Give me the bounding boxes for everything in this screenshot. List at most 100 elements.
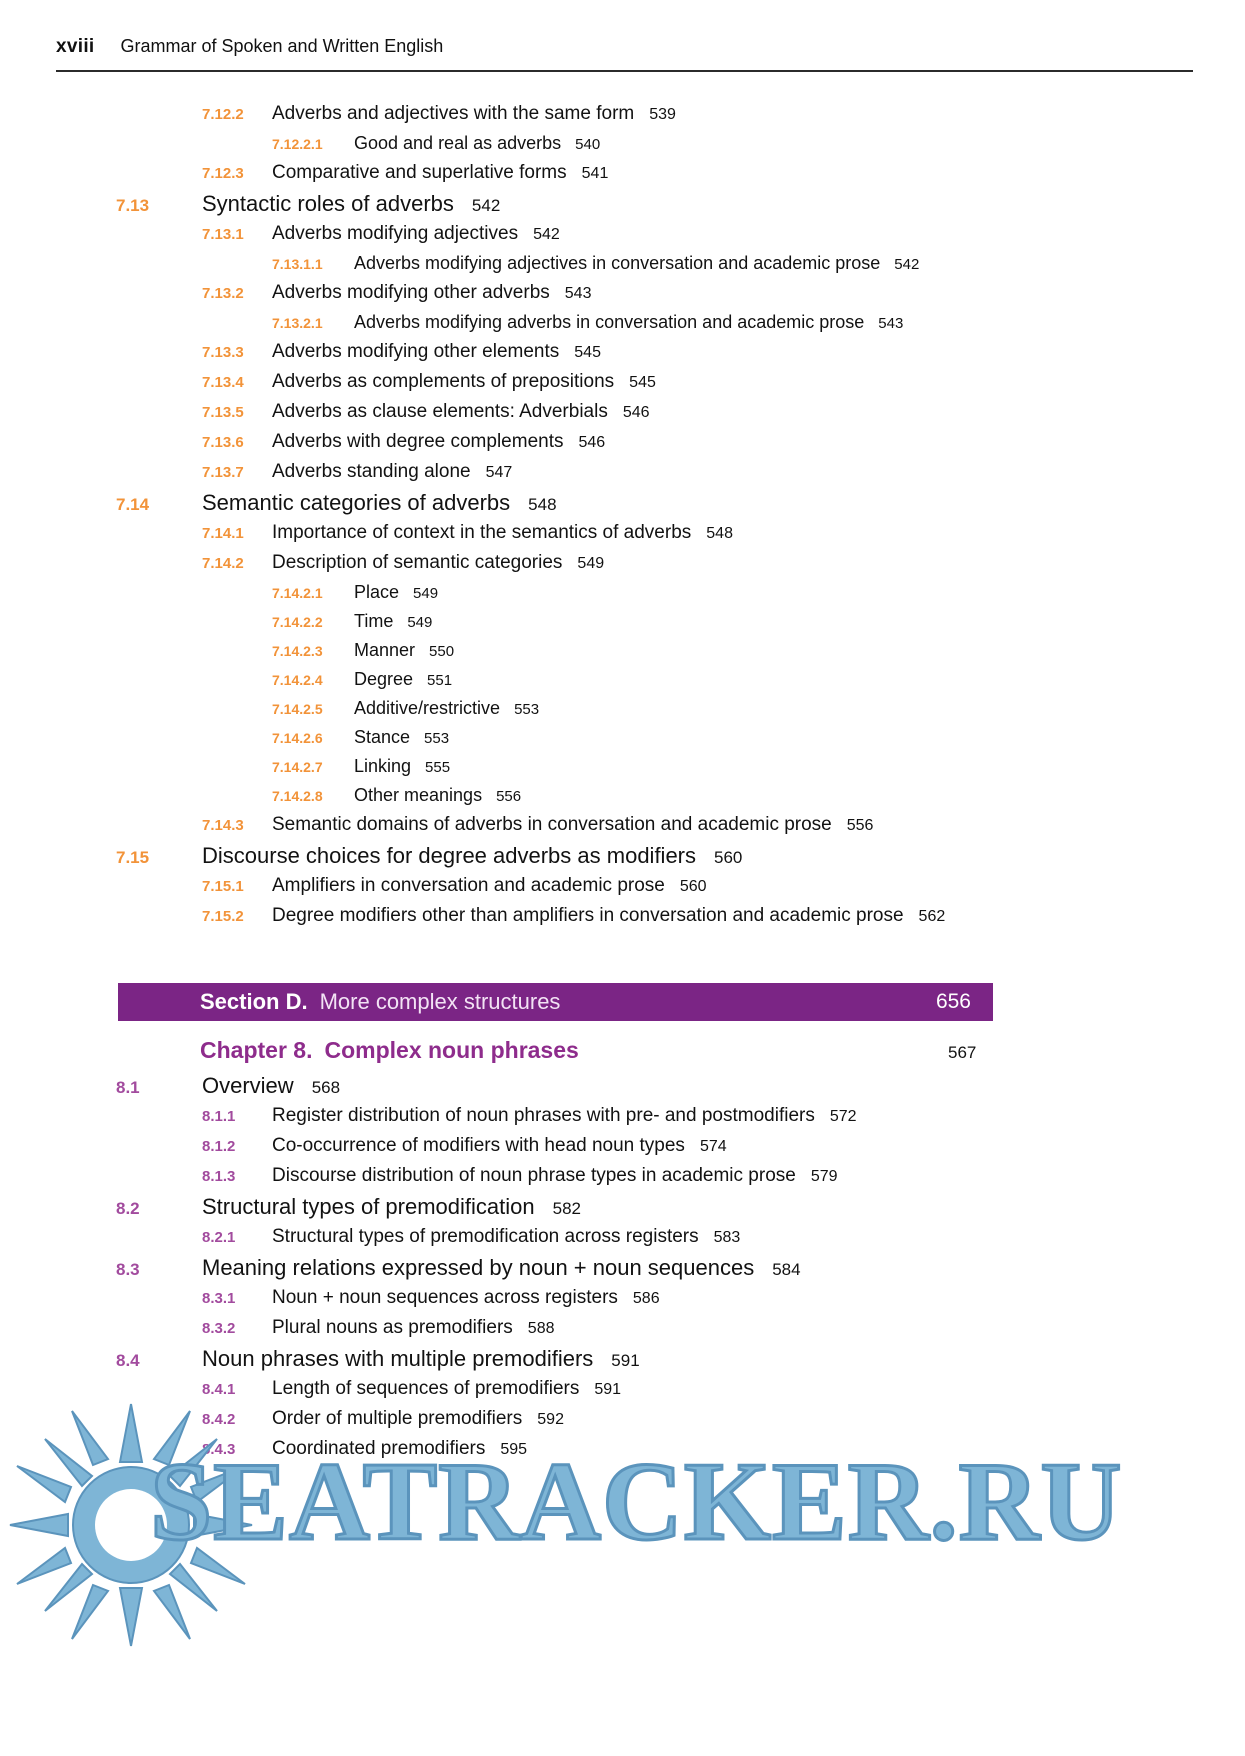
toc-entry-page: 541 [581,165,609,182]
toc-entry[interactable]: 7.12.2.1 Good and real as adverbs 540 [0,134,1245,163]
section-page-number: 656 [935,990,971,1013]
toc-entry-number: 7.14.2.4 [272,672,323,688]
toc-entry-number: 8.2 [116,1199,140,1218]
toc-entry-title: Coordinated premodifiers [272,1438,486,1459]
toc-entry-page: 543 [878,315,904,332]
toc-entry[interactable]: 7.13.2.1 Adverbs modifying adverbs in con… [0,313,1245,342]
toc-entry-page: 562 [918,908,946,925]
toc-entry-title: Discourse choices for degree adverbs as … [202,843,697,868]
toc-entry[interactable]: 7.14.2.3 Manner 550 [0,641,1245,670]
toc-entry[interactable]: 7.12.3 Comparative and superlative forms 5… [0,163,1245,193]
toc-entry[interactable]: 8.3 Meaning relations expressed by noun +… [0,1257,1245,1288]
header-divider [56,70,1193,72]
toc-entry-page: 574 [699,1138,727,1155]
toc-entry-number: 7.14.2.1 [272,585,323,601]
toc-entry[interactable]: 8.1.2 Co-occurrence of modifiers with hea… [0,1136,1245,1166]
toc-entry-number: 8.1.2 [202,1138,236,1155]
toc-entry-page: 549 [413,585,439,602]
toc-entry-number: 8.1.3 [202,1168,236,1185]
toc-entry-title: Length of sequences of premodifiers [272,1378,580,1399]
toc-entry-page: 553 [424,730,450,747]
toc-entry-number: 7.14.1 [202,525,244,542]
toc-entry-page: 588 [527,1320,555,1337]
toc-entry[interactable]: 7.14.2.5 Additive/restrictive 553 [0,699,1245,728]
toc-entry[interactable]: 8.3.1 Noun + noun sequences across regist… [0,1288,1245,1318]
toc-entry-page: 591 [594,1381,622,1398]
toc-entry[interactable]: 7.13.1.1 Adverbs modifying adjectives in … [0,254,1245,283]
section-label: Section D. [200,989,308,1014]
toc-entry[interactable]: 8.1.3 Discourse distribution of noun phra… [0,1166,1245,1196]
toc-entry[interactable]: 8.3.2 Plural nouns as premodifiers 588 [0,1318,1245,1348]
toc-entry-number: 7.13.7 [202,464,244,481]
toc-entry[interactable]: 7.13.2 Adverbs modifying other adverbs 543 [0,283,1245,313]
toc-entry-number: 8.3.1 [202,1290,236,1307]
toc-entry-page: 547 [485,464,513,481]
toc-entry[interactable]: 7.14.2.2 Time 549 [0,612,1245,641]
toc-entry-title: Importance of context in the semantics o… [272,522,692,543]
toc-entry-title: Semantic domains of adverbs in conversat… [272,814,832,835]
toc-entry[interactable]: 8.1 Overview 568 [0,1075,1245,1106]
chapter-8-heading[interactable]: Chapter 8. Complex noun phrases [200,1037,1000,1064]
toc-entry[interactable]: 7.12.2 Adverbs and adjectives with the sa… [0,104,1245,134]
section-d-banner[interactable]: Section D. More complex structures 656 [118,983,993,1021]
toc-entry[interactable]: 8.2.1 Structural types of premodification… [0,1227,1245,1257]
toc-entry[interactable]: 8.4.3 Coordinated premodifiers 595 [0,1439,1245,1469]
toc-entry-page: 586 [632,1290,660,1307]
toc-entry-number: 7.15.2 [202,908,244,925]
chapter-page-number: 567 [948,1043,977,1062]
toc-entry-title: Degree [354,669,414,689]
toc-entry[interactable]: 8.4.1 Length of sequences of premodifiers… [0,1379,1245,1409]
toc-entry-number: 7.13.3 [202,344,244,361]
toc-entry[interactable]: 7.13.7 Adverbs standing alone 547 [0,462,1245,492]
toc-entry-title: Structural types of premodification [202,1194,535,1219]
toc-entry[interactable]: 7.14 Semantic categories of adverbs 548 [0,492,1245,523]
toc-entry[interactable]: 7.13 Syntactic roles of adverbs 542 [0,193,1245,224]
chapter-label: Chapter 8. [200,1037,313,1063]
toc-entry-title: Adverbs modifying adverbs in conversatio… [354,312,865,332]
toc-entry-title: Adverbs standing alone [272,461,471,482]
toc-entry-number: 7.13.2 [202,285,244,302]
toc-entry-page: 584 [772,1260,801,1279]
toc-entry-number: 7.15.1 [202,878,244,895]
toc-entry[interactable]: 7.14.2.7 Linking 555 [0,757,1245,786]
toc-entry[interactable]: 7.14.2.1 Place 549 [0,583,1245,612]
toc-entry[interactable]: 8.2 Structural types of premodification 58… [0,1196,1245,1227]
toc-entry-number: 7.14.2.6 [272,730,323,746]
toc-entry[interactable]: 7.13.6 Adverbs with degree complements 546 [0,432,1245,462]
toc-entry-title: Additive/restrictive [354,698,501,718]
toc-entry[interactable]: 7.13.1 Adverbs modifying adjectives 542 [0,224,1245,254]
toc-entry-page: 545 [629,374,656,391]
toc-entry-number: 7.14.2.2 [272,614,323,630]
toc-entry-number: 8.1.1 [202,1108,236,1125]
toc-entry-number: 7.12.2 [202,106,244,123]
toc-entry-page: 555 [425,759,451,776]
toc-entry[interactable]: 7.14.2.8 Other meanings 556 [0,786,1245,815]
toc-entry[interactable]: 7.14.2 Description of semantic categories… [0,553,1245,583]
toc-entry[interactable]: 7.13.4 Adverbs as complements of preposit… [0,372,1245,402]
toc-entry-page: 568 [311,1078,341,1097]
toc-entry[interactable]: 8.4.2 Order of multiple premodifiers 592 [0,1409,1245,1439]
toc-entry-title: Linking [354,756,412,776]
toc-entry[interactable]: 8.4 Noun phrases with multiple premodifie… [0,1348,1245,1379]
toc-entry-number: 7.14.2.7 [272,759,323,775]
toc-entry[interactable]: 7.13.3 Adverbs modifying other elements 54… [0,342,1245,372]
toc-entry-number: 8.4 [116,1351,140,1370]
toc-entry-number: 7.14.2.8 [272,788,323,804]
toc-entry[interactable]: 7.15.2 Degree modifiers other than amplif… [0,906,1245,936]
toc-entry[interactable]: 7.15 Discourse choices for degree adverbs… [0,845,1245,876]
toc-entry-page: 546 [622,404,650,421]
toc-entry[interactable]: 8.1.1 Register distribution of noun phras… [0,1106,1245,1136]
toc-entry-number: 7.13 [116,196,150,215]
toc-entry[interactable]: 7.14.2.4 Degree 551 [0,670,1245,699]
toc-entry[interactable]: 7.14.1 Importance of context in the seman… [0,523,1245,553]
toc-entry-page: 556 [846,817,874,834]
toc-entry[interactable]: 7.15.1 Amplifiers in conversation and aca… [0,876,1245,906]
toc-entry-number: 7.13.5 [202,404,244,421]
toc-entry[interactable]: 7.14.3 Semantic domains of adverbs in con… [0,815,1245,845]
toc-entry-number: 7.13.1.1 [272,256,323,272]
toc-entry[interactable]: 7.13.5 Adverbs as clause elements: Adverb… [0,402,1245,432]
toc-entry-number: 8.4.2 [202,1411,236,1428]
toc-entry[interactable]: 7.14.2.6 Stance 553 [0,728,1245,757]
toc-entry-title: Place [354,582,400,602]
toc-entry-page: 548 [706,525,733,542]
